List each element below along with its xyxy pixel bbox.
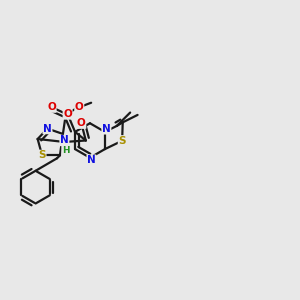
Text: H: H <box>62 146 69 155</box>
Text: N: N <box>87 155 96 165</box>
Text: O: O <box>75 102 84 112</box>
Text: N: N <box>102 124 111 134</box>
Text: O: O <box>77 118 86 128</box>
Text: O: O <box>63 109 72 119</box>
Text: N: N <box>43 124 52 134</box>
Text: N: N <box>60 136 69 146</box>
Text: S: S <box>118 136 126 146</box>
Text: S: S <box>38 150 46 160</box>
Text: O: O <box>47 102 56 112</box>
